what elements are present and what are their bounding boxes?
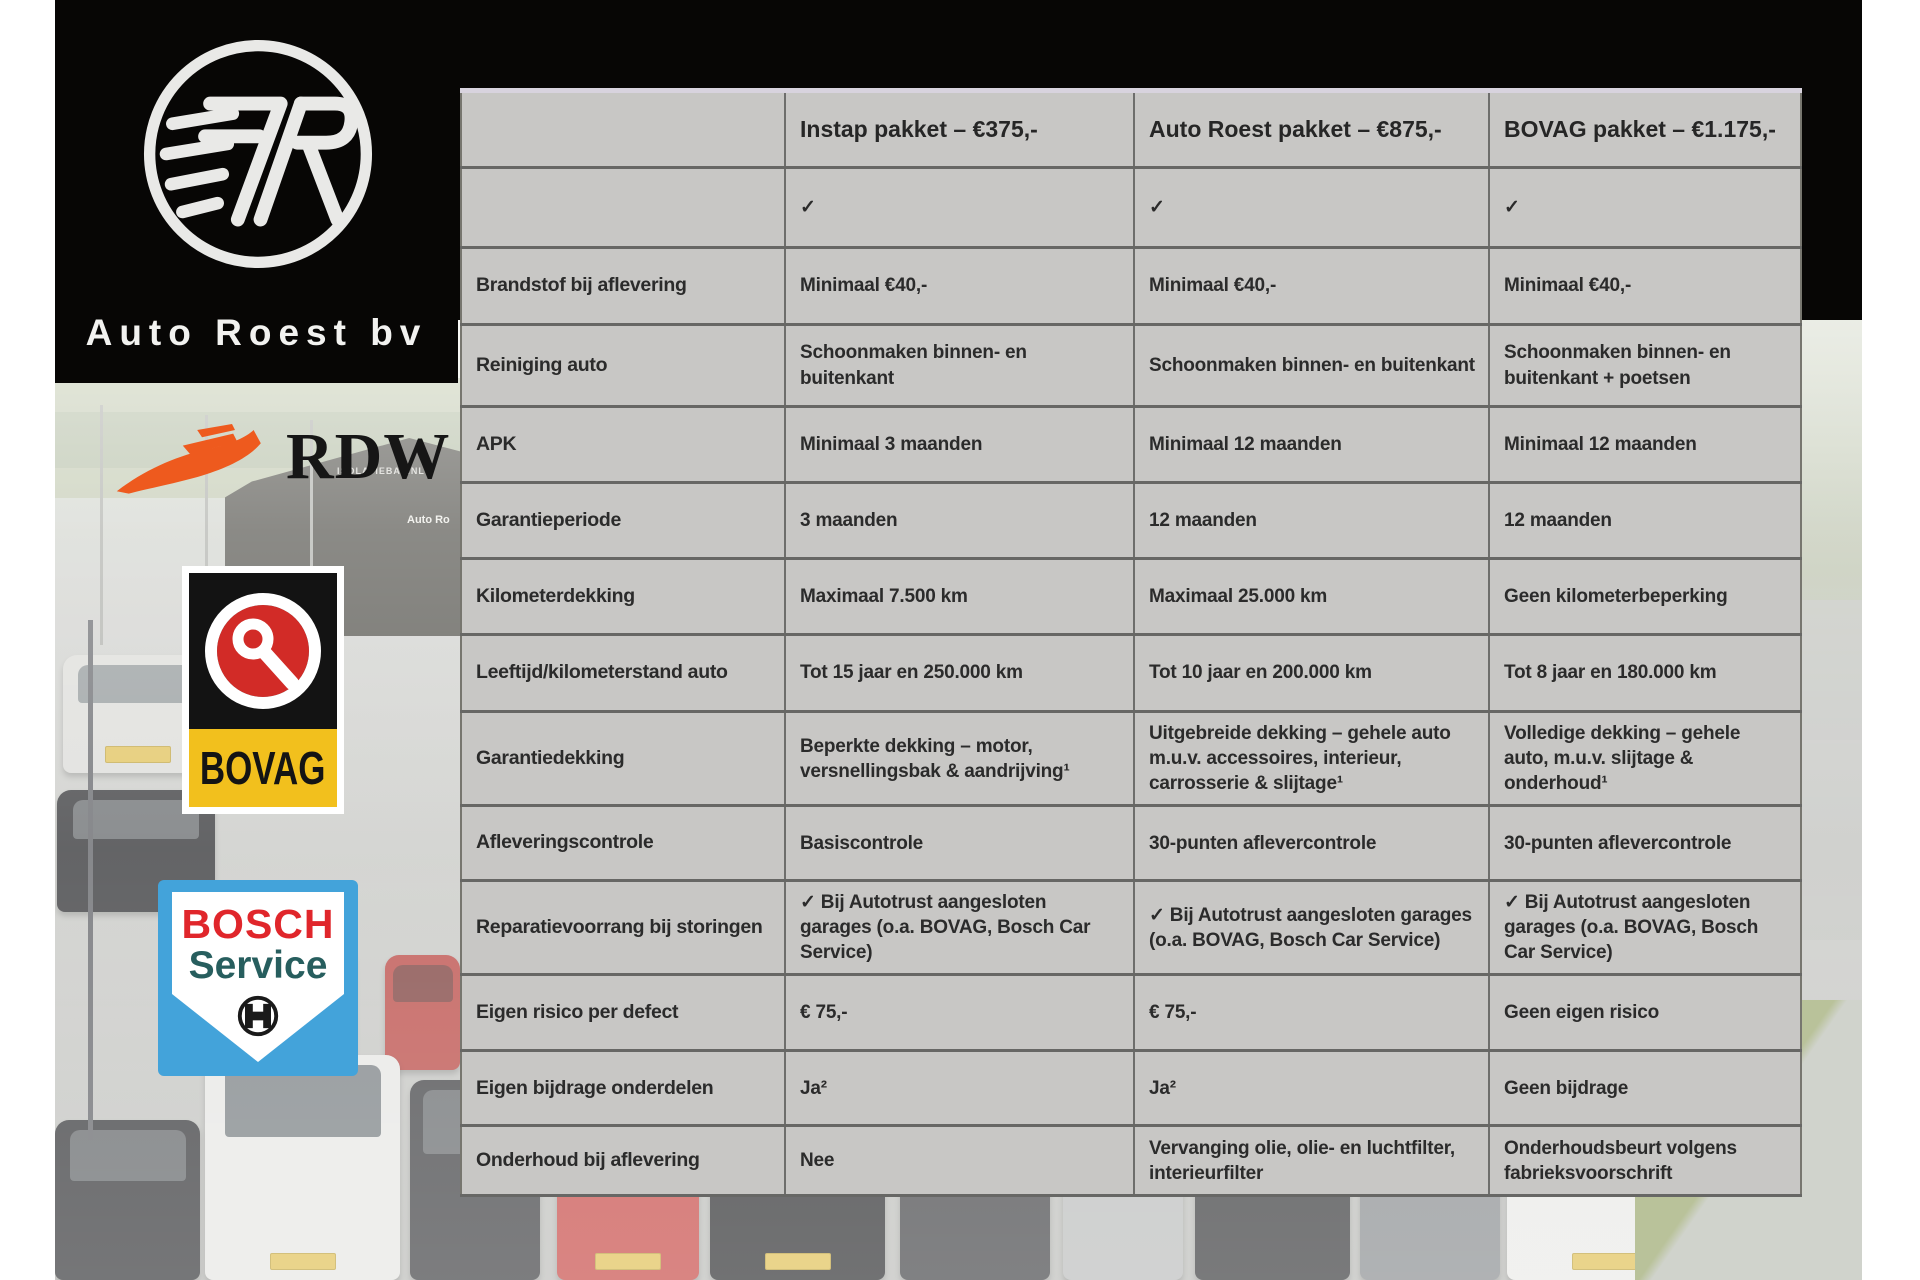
row-label: Brandstof bij aflevering <box>461 247 786 326</box>
row-label: Kilometerdekking <box>461 558 786 636</box>
table-cell: ✓ Bij Autotrust aangesloten garages (o.a… <box>1134 880 1490 977</box>
table-cell: 30-punten aflevercontrole <box>1134 805 1490 883</box>
table-cell: Schoonmaken binnen- en buitenkant + poet… <box>1489 324 1801 408</box>
bosch-text: BOSCH <box>181 901 335 947</box>
bosch-armature-icon <box>237 995 279 1037</box>
row-label: Garantieperiode <box>461 482 786 560</box>
table-cell: Ja² <box>1134 1050 1490 1128</box>
table-cell: Minimaal 12 maanden <box>1489 406 1801 484</box>
row-label: Onderhoud bij aflevering <box>461 1125 786 1198</box>
table-cell: Maximaal 7.500 km <box>785 558 1135 636</box>
table-row: Afleveringscontrole Basiscontrole 30-punte… <box>461 805 1801 883</box>
table-cell: € 75,- <box>785 974 1135 1053</box>
row-label: Garantiedekking <box>461 711 786 808</box>
table-cell: Nee <box>785 1125 1135 1198</box>
table-cell: Geen eigen risico <box>1489 974 1801 1053</box>
bosch-service-logo: BOSCH Service <box>158 880 358 1076</box>
table-cell: 12 maanden <box>1489 482 1801 560</box>
table-row: ✓ ✓ ✓ <box>461 167 1801 249</box>
table-row: Garantieperiode 3 maanden 12 maanden 12 maa… <box>461 482 1801 560</box>
table-cell: Tot 15 jaar en 250.000 km <box>785 634 1135 713</box>
row-label: APK <box>461 406 786 484</box>
table-cell: Beperkte dekking – motor, versnellingsba… <box>785 711 1135 808</box>
table-cell: Geen bijdrage <box>1489 1050 1801 1128</box>
bosch-service-text: Service <box>188 944 328 987</box>
table-row: Kilometerdekking Maximaal 7.500 km Maximaa… <box>461 558 1801 636</box>
rdw-swoosh-icon <box>116 424 261 494</box>
table-cell: ✓ Bij Autotrust aangesloten garages (o.a… <box>785 880 1135 977</box>
table-cell: Minimaal 12 maanden <box>1134 406 1490 484</box>
bovag-text: BOVAG <box>200 742 326 794</box>
table-row: Garantiedekking Beperkte dekking – motor,… <box>461 711 1801 808</box>
row-label: Leeftijd/kilometerstand auto <box>461 634 786 713</box>
table-cell: Minimaal 3 maanden <box>785 406 1135 484</box>
row-label: Afleveringscontrole <box>461 805 786 883</box>
row-label: Eigen risico per defect <box>461 974 786 1053</box>
table-cell: Volledige dekking – gehele auto, m.u.v. … <box>1489 711 1801 808</box>
package-column-header: Auto Roest pakket – €875,- <box>1134 90 1490 169</box>
table-cell: Minimaal €40,- <box>785 247 1135 326</box>
table-cell: Onderhoudsbeurt volgens fabrieksvoorschr… <box>1489 1125 1801 1198</box>
row-label: Reparatievoorrang bij storingen <box>461 880 786 977</box>
company-name: Auto Roest bv <box>85 312 428 353</box>
table-cell: Tot 10 jaar en 200.000 km <box>1134 634 1490 713</box>
table-cell: Minimaal €40,- <box>1489 247 1801 326</box>
table-row: APK Minimaal 3 maanden Minimaal 12 maanden… <box>461 406 1801 484</box>
table-cell: ✓ <box>785 167 1135 249</box>
table-cell: 12 maanden <box>1134 482 1490 560</box>
table-row: Leeftijd/kilometerstand auto Tot 15 jaar … <box>461 634 1801 713</box>
table-cell: Maximaal 25.000 km <box>1134 558 1490 636</box>
table-cell: ✓ <box>1134 167 1490 249</box>
table-cell: ✓ <box>1489 167 1801 249</box>
bosch-shield: BOSCH Service <box>172 892 344 1062</box>
row-label: Eigen bijdrage onderdelen <box>461 1050 786 1128</box>
table-cell: 3 maanden <box>785 482 1135 560</box>
table-cell: Basiscontrole <box>785 805 1135 883</box>
table-cell: Schoonmaken binnen- en buitenkant <box>1134 324 1490 408</box>
table-cell: 30-punten aflevercontrole <box>1489 805 1801 883</box>
bovag-logo: BOVAG <box>182 566 344 814</box>
table-cell: Uitgebreide dekking – gehele auto m.u.v.… <box>1134 711 1490 808</box>
package-column-header: Instap pakket – €375,- <box>785 90 1135 169</box>
table-cell: Vervanging olie, olie- en luchtfilter, i… <box>1134 1125 1490 1198</box>
table-cell: Ja² <box>785 1050 1135 1128</box>
table-cell: Tot 8 jaar en 180.000 km <box>1489 634 1801 713</box>
row-label-header <box>461 90 786 169</box>
table-row: Eigen risico per defect € 75,- € 75,- Geen … <box>461 974 1801 1053</box>
table-cell: Geen kilometerbeperking <box>1489 558 1801 636</box>
row-label: Reiniging auto <box>461 324 786 408</box>
table-cell: Schoonmaken binnen- en buitenkant <box>785 324 1135 408</box>
package-table: Instap pakket – €375,- Auto Roest pakket … <box>460 88 1802 1198</box>
table-cell: Minimaal €40,- <box>1134 247 1490 326</box>
table-cell: € 75,- <box>1134 974 1490 1053</box>
table-row: Brandstof bij aflevering Minimaal €40,- Mi… <box>461 247 1801 326</box>
auto-roest-logo: Auto Roest bv <box>55 0 458 383</box>
table-row: Reparatievoorrang bij storingen ✓ Bij Aut… <box>461 880 1801 977</box>
package-column-header: BOVAG pakket – €1.175,- <box>1489 90 1801 169</box>
bovag-label: BOVAG <box>189 729 337 807</box>
package-table-body: Instap pakket – €375,- Auto Roest pakket … <box>461 90 1801 1198</box>
table-row: Onderhoud bij aflevering Nee Vervanging ol… <box>461 1125 1801 1198</box>
row-label <box>461 167 786 249</box>
rdw-logo: RDW <box>112 408 450 512</box>
auto-roest-monogram-icon <box>143 39 373 269</box>
table-cell: ✓ Bij Autotrust aangesloten garages (o.a… <box>1489 880 1801 977</box>
table-row: Reiniging auto Schoonmaken binnen- en bui… <box>461 324 1801 408</box>
bovag-wrench-icon <box>189 573 337 729</box>
rdw-text: RDW <box>286 420 451 493</box>
table-row: Eigen bijdrage onderdelen Ja² Ja² Geen bijd… <box>461 1050 1801 1128</box>
